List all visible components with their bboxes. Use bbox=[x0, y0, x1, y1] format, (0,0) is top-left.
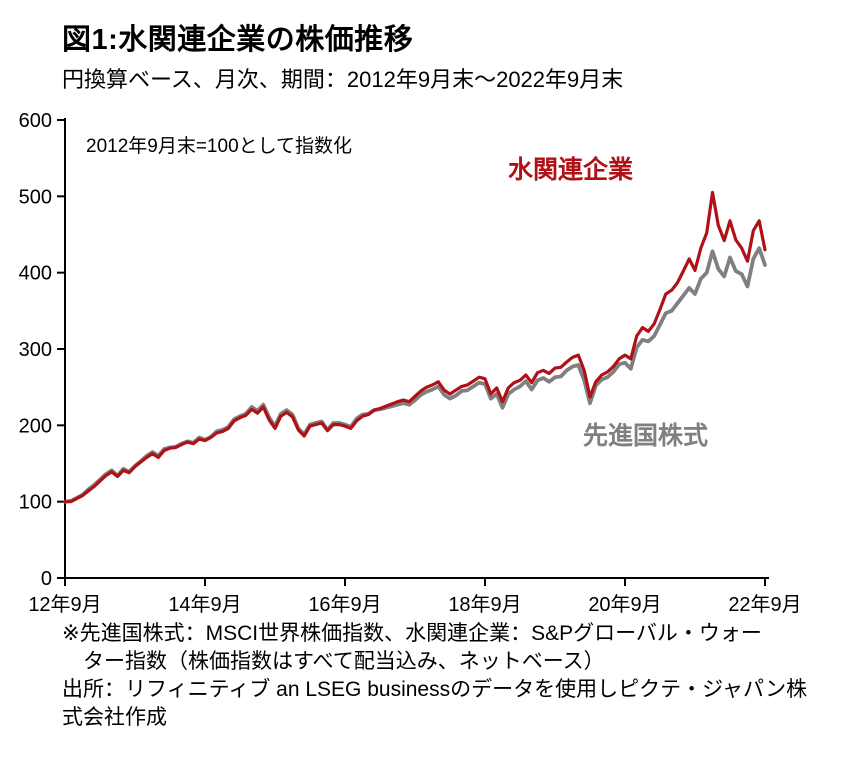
source-footnote: ※先進国株式：MSCI世界株価指数、水関連企業：S&Pグローバル・ウォー ター指… bbox=[62, 622, 808, 729]
water-companies-line bbox=[63, 190, 767, 504]
y-tick-label: 0 bbox=[41, 568, 52, 590]
y-tick-label: 400 bbox=[19, 263, 52, 285]
y-tick-label: 100 bbox=[19, 492, 52, 514]
x-tick-label: 16年9月 bbox=[308, 593, 381, 616]
index-base-annotation: 2012年9月末=100として指数化 bbox=[86, 136, 353, 157]
x-tick-label: 14年9月 bbox=[168, 593, 241, 616]
chart-subtitle: 円換算ベース、月次、期間：2012年9月末～2022年9月末 bbox=[62, 67, 624, 92]
y-tick-label: 300 bbox=[19, 339, 52, 361]
x-tick-label: 12年9月 bbox=[28, 593, 101, 616]
series-label-developed-equities: 先進国株式 bbox=[583, 422, 709, 450]
x-tick-label: 18年9月 bbox=[448, 593, 521, 616]
y-tick-label: 600 bbox=[19, 110, 52, 132]
series-label-water-companies: 水関連企業 bbox=[508, 156, 634, 184]
x-tick-label: 20年9月 bbox=[588, 593, 661, 616]
y-tick-label: 200 bbox=[19, 415, 52, 437]
chart-title: 図1:水関連企業の株価推移 bbox=[62, 24, 414, 56]
stock-index-line-chart: 0 100 200 300 400 500 600 12年9月 14年9月 16年9月 18年9月 2… bbox=[19, 110, 802, 616]
x-tick-label: 22年9月 bbox=[728, 593, 801, 616]
developed-equities-line bbox=[63, 246, 767, 504]
y-tick-label: 500 bbox=[19, 186, 52, 208]
